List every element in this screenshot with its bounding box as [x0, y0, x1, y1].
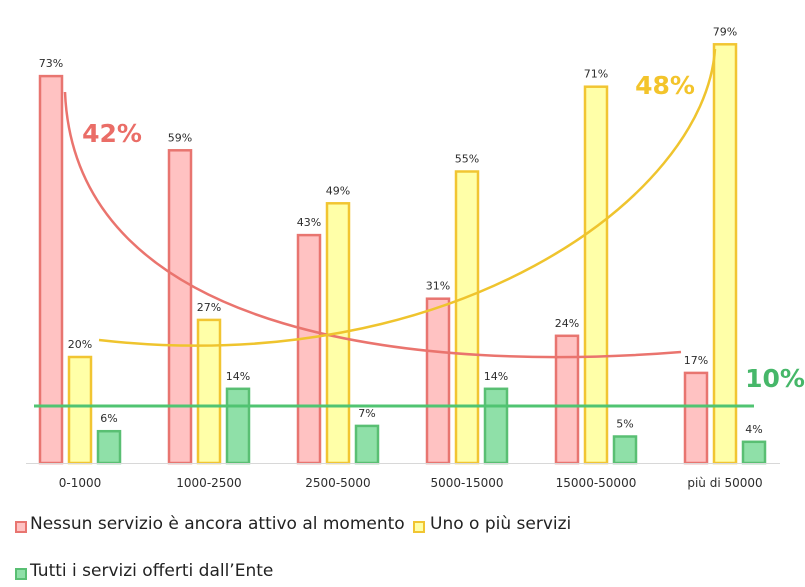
data-label-2500-5000-series-1: 43%	[297, 216, 321, 229]
legend-marker-series-1	[15, 521, 27, 533]
data-label-pi-di-50000-series-2: 79%	[713, 25, 737, 38]
data-label-pi-di-50000-series-3: 4%	[745, 423, 762, 436]
bar-0-1000-series-3	[96, 429, 122, 465]
bar-0-1000-series-2	[67, 355, 93, 465]
data-label-5000-15000-series-2: 55%	[455, 153, 479, 166]
data-label-0-1000-series-3: 6%	[100, 412, 117, 425]
x-tick-label-15000-50000: 15000-50000	[556, 476, 637, 490]
x-tick-label-2500-5000: 2500-5000	[305, 476, 370, 490]
bar-pi-di-50000-series-1	[683, 371, 709, 465]
bar-15000-50000-series-1	[554, 334, 580, 465]
bar-5000-15000-series-1	[425, 297, 451, 465]
data-label-0-1000-series-2: 20%	[68, 338, 92, 351]
legend-marker-series-3	[15, 568, 27, 580]
bar-15000-50000-series-3	[612, 435, 638, 465]
data-label-1000-2500-series-2: 27%	[197, 301, 221, 314]
data-label-pi-di-50000-series-1: 17%	[684, 354, 708, 367]
bar-1000-2500-series-3	[225, 387, 251, 465]
data-label-5000-15000-series-3: 14%	[484, 370, 508, 383]
data-label-15000-50000-series-2: 71%	[584, 68, 608, 81]
legend-marker-series-2	[413, 521, 425, 533]
bar-5000-15000-series-3	[483, 387, 509, 465]
trendline-series-2	[98, 48, 717, 347]
bar-pi-di-50000-series-2	[712, 43, 738, 465]
labels-layer: 73% 20% 6% 59% 27% 14% 43% 49% 7% 31% 55% 14% 24% 71%…	[39, 25, 805, 436]
callout-series-2: 48%	[635, 71, 695, 100]
data-label-1000-2500-series-1: 59%	[168, 131, 192, 144]
bar-pi-di-50000-series-3	[741, 440, 767, 465]
callout-series-1: 42%	[82, 119, 142, 148]
x-tick-label-0-1000: 0-1000	[59, 476, 102, 490]
legend-label-series-3: Tutti i servizi offerti dall’Ente	[29, 561, 273, 581]
axis-layer: 0-1000 1000-2500 2500-5000 5000-15000 15000-…	[26, 463, 780, 490]
data-label-15000-50000-series-3: 5%	[616, 418, 633, 431]
bar-1000-2500-series-2	[196, 318, 222, 465]
callout-series-3: 10%	[745, 364, 805, 393]
legend-label-series-1: Nessun servizio è ancora attivo al momen…	[30, 514, 405, 534]
x-tick-label-pi-di-50000: più di 50000	[687, 476, 762, 490]
data-label-0-1000-series-1: 73%	[39, 57, 63, 70]
trendlines-layer	[34, 48, 754, 408]
legend-label-series-2: Uno o più servizi	[430, 514, 571, 534]
x-tick-label-1000-2500: 1000-2500	[176, 476, 241, 490]
bar-5000-15000-series-2	[454, 170, 480, 465]
legend: Nessun servizio è ancora attivo al momen…	[15, 514, 571, 581]
data-label-1000-2500-series-3: 14%	[226, 370, 250, 383]
data-label-15000-50000-series-1: 24%	[555, 317, 579, 330]
data-label-2500-5000-series-2: 49%	[326, 184, 350, 197]
bar-2500-5000-series-3	[354, 424, 380, 465]
data-label-2500-5000-series-3: 7%	[358, 407, 375, 420]
bar-2500-5000-series-1	[296, 233, 322, 465]
trendline-series-1	[63, 91, 682, 359]
data-label-5000-15000-series-1: 31%	[426, 280, 450, 293]
bar-1000-2500-series-1	[167, 149, 193, 465]
x-tick-label-5000-15000: 5000-15000	[430, 476, 503, 490]
bars-layer	[38, 43, 767, 465]
